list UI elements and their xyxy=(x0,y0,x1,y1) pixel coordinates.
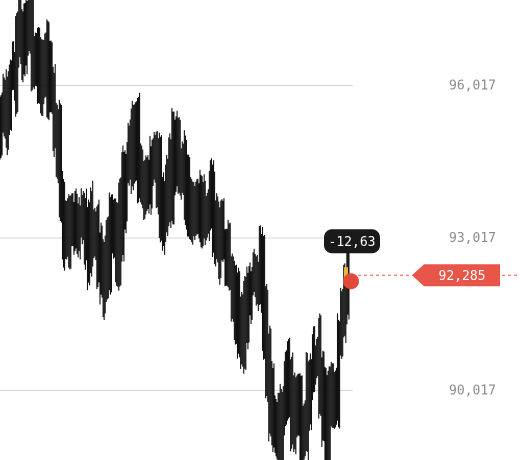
y-tick-label: 93,017 xyxy=(449,231,496,246)
price-bars xyxy=(0,0,350,460)
change-badge-text: -12,63 xyxy=(329,235,376,250)
y-tick-label: 96,017 xyxy=(449,79,496,94)
current-price-tag: 92,285 xyxy=(412,264,500,287)
change-badge: -12,63 xyxy=(324,229,380,254)
current-price-tag-text: 92,285 xyxy=(439,269,486,284)
price-axis: 96,017 93,017 90,017 xyxy=(449,79,496,399)
y-tick-label: 90,017 xyxy=(449,384,496,399)
current-price-marker xyxy=(343,267,359,290)
